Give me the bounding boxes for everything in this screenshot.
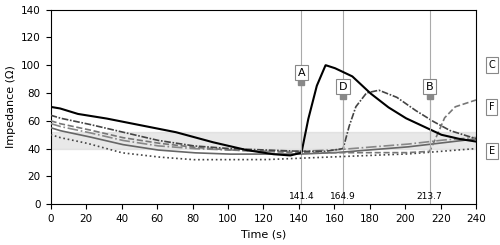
Text: A: A (298, 68, 306, 78)
Y-axis label: Impedance (Ω): Impedance (Ω) (6, 65, 16, 148)
Text: F: F (489, 102, 494, 112)
Text: B: B (426, 82, 434, 92)
Text: E: E (489, 146, 495, 156)
Text: 164.9: 164.9 (330, 192, 356, 201)
Text: D: D (339, 82, 347, 92)
Text: C: C (489, 60, 496, 70)
Bar (50, 132, 476, 148)
X-axis label: Time (s): Time (s) (241, 230, 286, 239)
Text: 141.4: 141.4 (288, 192, 314, 201)
Text: 213.7: 213.7 (417, 192, 442, 201)
